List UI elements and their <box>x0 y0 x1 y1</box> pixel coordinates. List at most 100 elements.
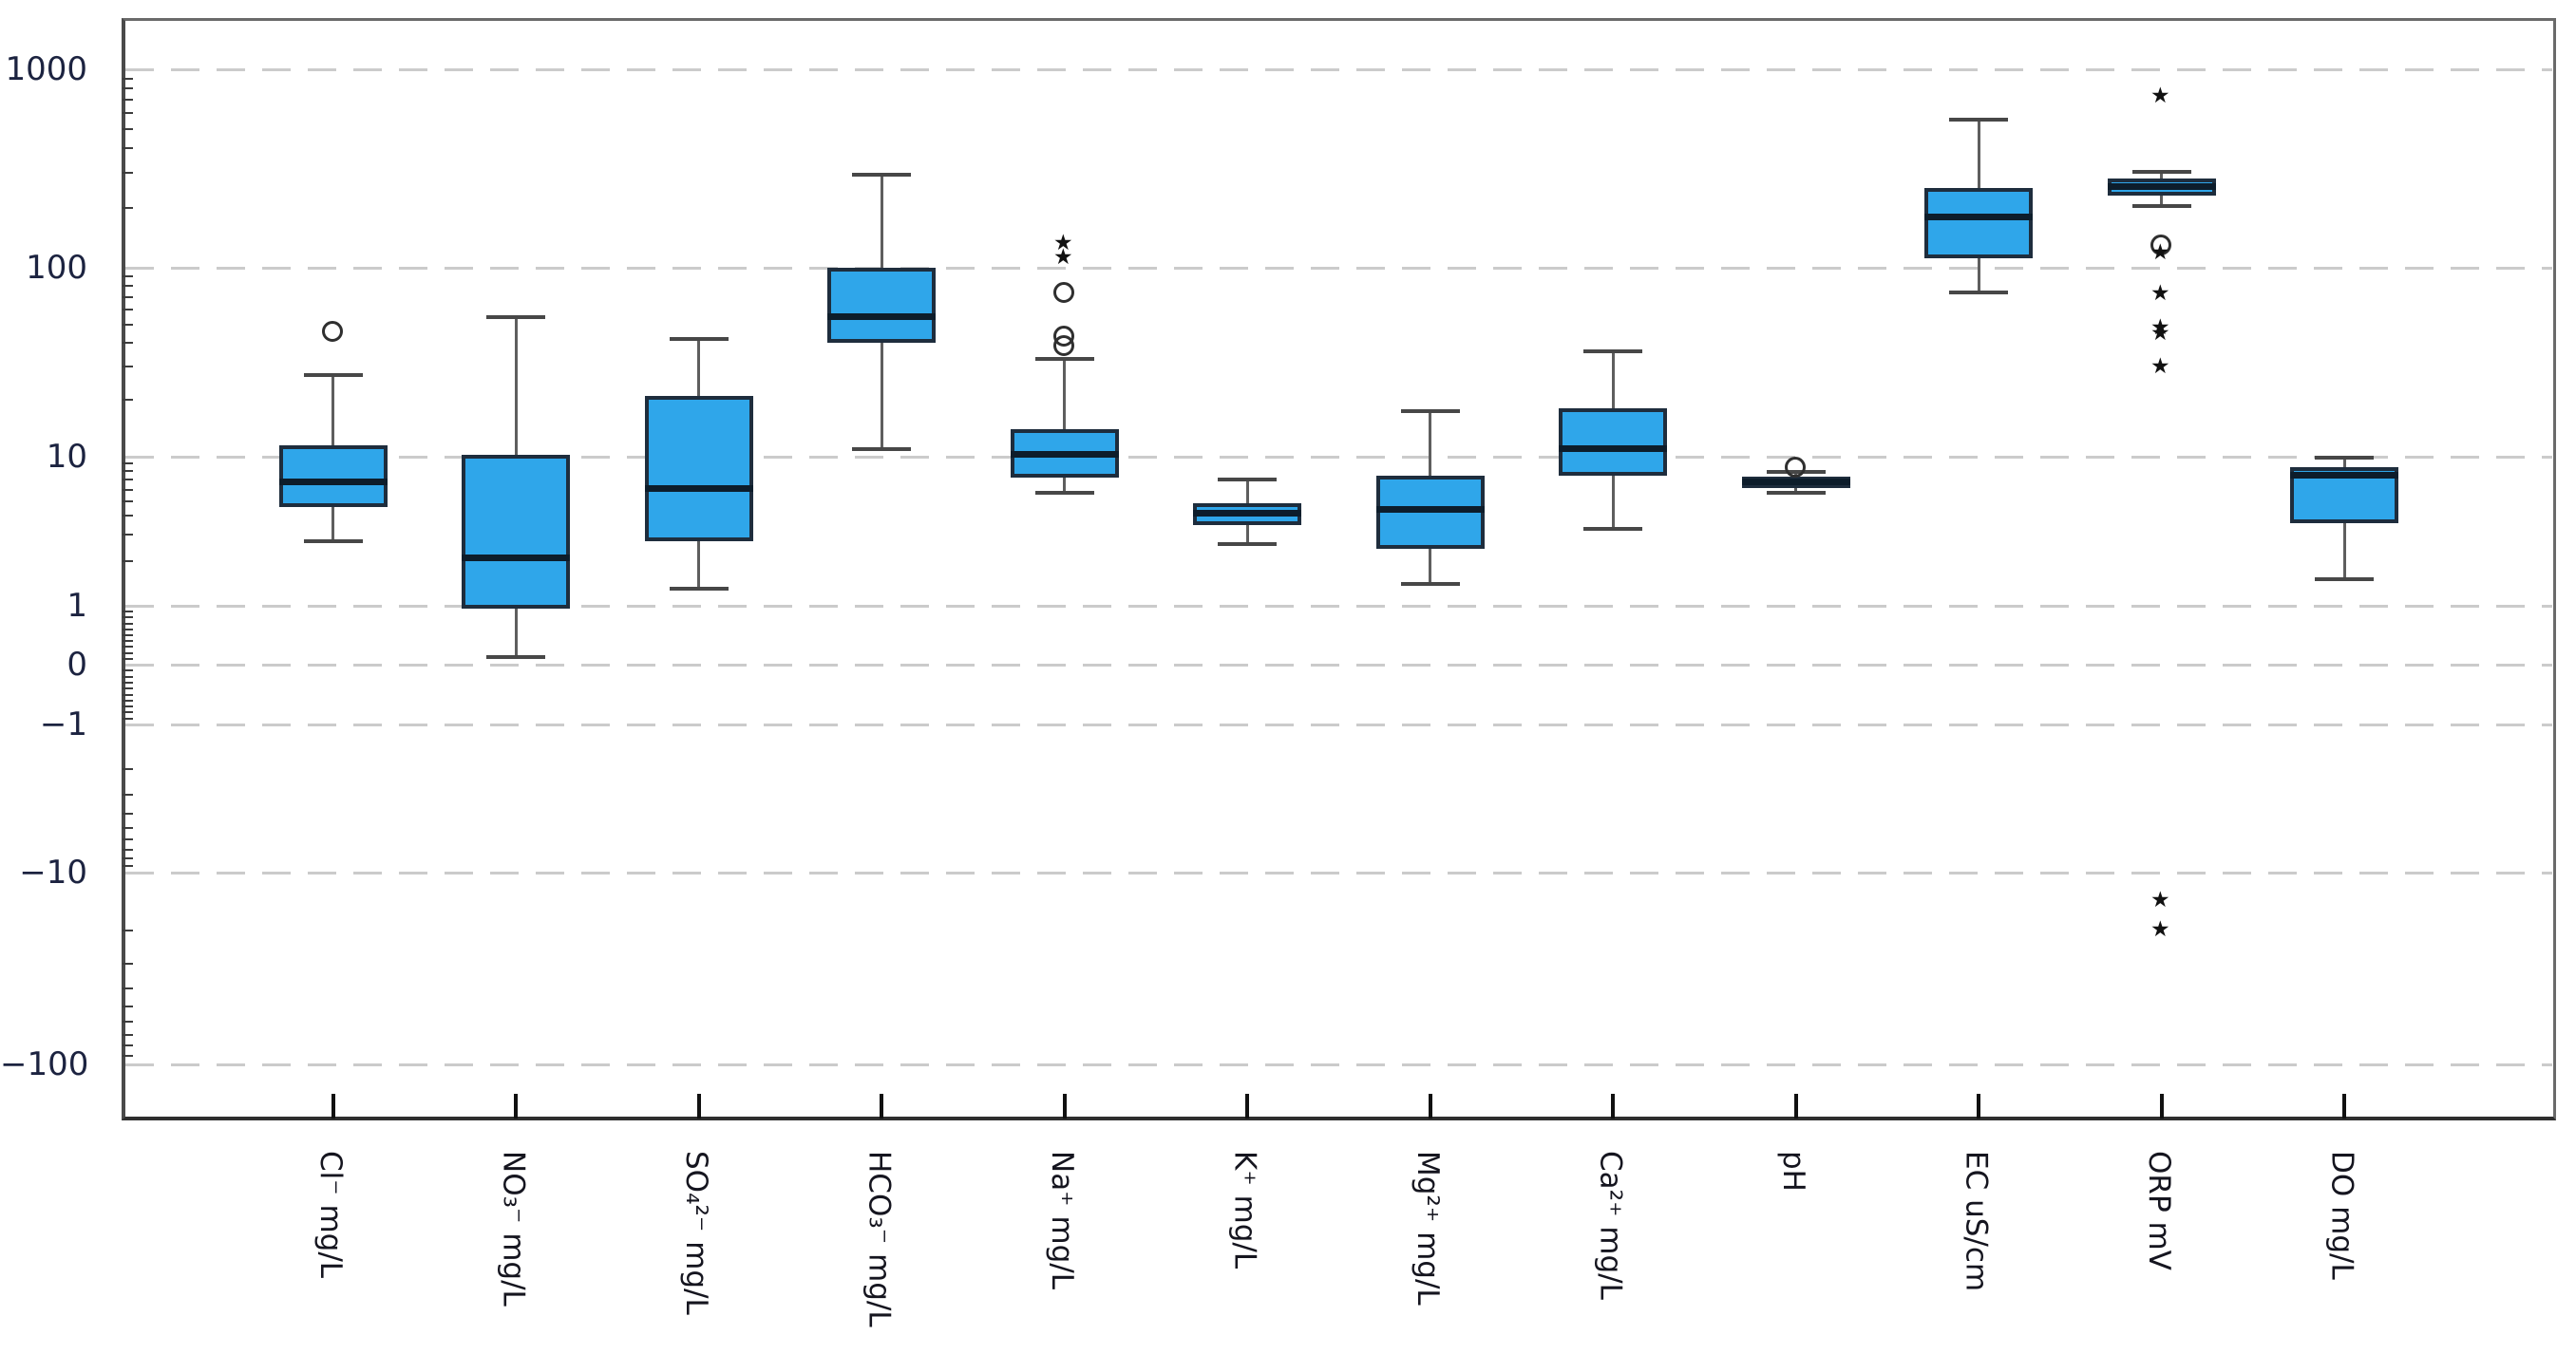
y-minor-tick <box>123 963 133 966</box>
outlier-circle <box>1053 281 1074 303</box>
y-minor-tick <box>123 127 133 130</box>
y-minor-tick <box>123 651 133 654</box>
x-axis-label: Ca²⁺ mg/L <box>1593 1151 1628 1300</box>
y-minor-tick <box>123 275 133 278</box>
upper-whisker-cap <box>1218 478 1277 482</box>
x-axis-label: pH <box>1776 1151 1811 1192</box>
x-axis-label: HCO₃⁻ mg/L <box>862 1151 897 1327</box>
lower-whisker-line <box>1794 487 1797 494</box>
upper-whisker-cap <box>1034 356 1094 361</box>
y-minor-tick <box>123 794 133 797</box>
y-minor-tick <box>123 987 133 989</box>
box <box>827 268 936 344</box>
lower-whisker-cap <box>1766 491 1826 496</box>
box <box>1559 408 1667 476</box>
outlier-star: ★ <box>2150 353 2170 379</box>
outlier-star: ★ <box>2150 888 2170 913</box>
x-axis-label: K⁺ mg/L <box>1227 1151 1262 1269</box>
y-minor-tick <box>123 864 133 867</box>
y-minor-tick <box>123 479 133 481</box>
lower-whisker-line <box>1977 257 1980 292</box>
median-line <box>644 485 753 493</box>
upper-whisker-cap <box>2315 456 2374 461</box>
y-minor-tick <box>123 488 133 491</box>
y-minor-tick <box>123 705 133 708</box>
y-minor-tick <box>123 147 133 150</box>
outlier-star: ★ <box>2150 280 2170 306</box>
lower-whisker-cap <box>486 654 545 659</box>
y-minor-tick <box>123 657 133 660</box>
y-minor-tick <box>123 515 133 517</box>
y-minor-tick <box>123 112 133 115</box>
x-axis-label: EC uS/cm <box>1959 1151 1994 1292</box>
y-minor-tick <box>123 929 133 931</box>
y-tick-label: −1 <box>39 705 87 743</box>
y-minor-tick <box>123 99 133 102</box>
median-line <box>2290 472 2398 480</box>
lower-whisker-cap <box>669 587 729 592</box>
upper-whisker-cap <box>669 336 729 341</box>
y-minor-tick <box>123 285 133 288</box>
upper-whisker-line <box>1977 119 1980 188</box>
upper-whisker-cap <box>2131 169 2191 174</box>
box <box>278 444 388 507</box>
lower-whisker-line <box>514 609 518 657</box>
median-line <box>462 554 570 561</box>
x-axis-label: DO mg/L <box>2324 1151 2359 1280</box>
y-minor-tick <box>123 559 133 562</box>
x-axis-label: NO₃⁻ mg/L <box>496 1151 531 1307</box>
y-gridline <box>125 723 2552 726</box>
y-minor-tick <box>123 1044 133 1047</box>
upper-whisker-cap <box>1583 349 1642 354</box>
upper-whisker-line <box>2342 458 2346 468</box>
box <box>1924 187 2033 258</box>
upper-whisker-cap <box>1400 408 1460 413</box>
y-tick-label: 1000 <box>5 50 87 88</box>
y-gridline <box>125 663 2552 667</box>
y-tick-label: 1 <box>66 587 87 625</box>
median-line <box>1375 506 1485 514</box>
upper-whisker-line <box>880 174 883 268</box>
lower-whisker-line <box>2160 196 2163 206</box>
y-gridline <box>125 604 2552 608</box>
upper-whisker-line <box>1063 358 1066 429</box>
median-line <box>827 313 936 321</box>
lower-whisker-cap <box>852 446 911 451</box>
x-axis-tick <box>696 1094 701 1119</box>
median-line <box>1559 445 1667 453</box>
x-axis-tick <box>2159 1094 2164 1119</box>
lower-whisker-cap <box>1583 526 1642 531</box>
outlier-star: ★ <box>2150 320 2170 346</box>
x-axis-tick <box>331 1094 335 1119</box>
lower-whisker-line <box>331 506 334 542</box>
y-gridline <box>125 1063 2552 1066</box>
y-minor-tick <box>123 693 133 696</box>
y-minor-tick <box>123 669 133 672</box>
x-axis-tick <box>1062 1094 1067 1119</box>
y-minor-tick <box>123 1033 133 1036</box>
x-axis-label: ORP mV <box>2142 1151 2177 1270</box>
y-minor-tick <box>123 812 133 815</box>
y-minor-tick <box>123 462 133 465</box>
y-minor-tick <box>123 767 133 770</box>
y-tick-label: 10 <box>46 438 87 476</box>
y-tick-label: −10 <box>19 854 87 892</box>
median-line <box>278 478 388 485</box>
y-minor-tick <box>123 640 133 643</box>
lower-whisker-line <box>2342 522 2346 580</box>
upper-whisker-cap <box>486 314 545 319</box>
outlier-circle <box>1785 457 1806 479</box>
y-minor-tick <box>123 699 133 702</box>
y-minor-tick <box>123 838 133 841</box>
upper-whisker-line <box>1429 410 1431 476</box>
upper-whisker-cap <box>303 373 363 378</box>
x-axis-tick <box>1611 1094 1615 1119</box>
lower-whisker-cap <box>1218 541 1277 546</box>
y-minor-tick <box>123 611 133 613</box>
x-axis-tick <box>1428 1094 1432 1119</box>
lower-whisker-line <box>697 541 700 590</box>
x-axis-tick <box>514 1094 518 1119</box>
lower-whisker-line <box>1245 524 1249 544</box>
y-minor-tick <box>123 616 133 619</box>
x-axis-label: SO₄²⁻ mg/L <box>679 1151 714 1315</box>
